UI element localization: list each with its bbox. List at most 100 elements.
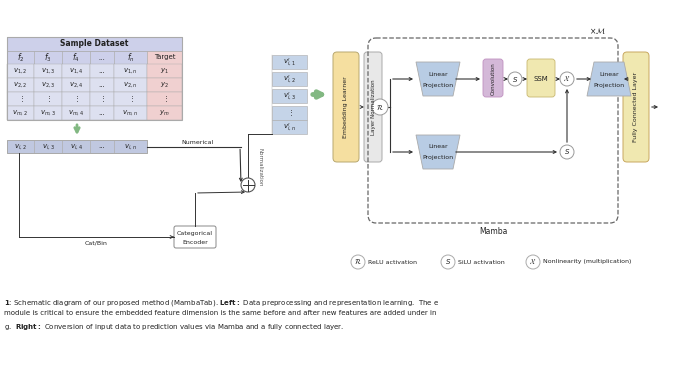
Text: ...: ... [98, 82, 105, 88]
FancyBboxPatch shape [483, 59, 503, 97]
Text: $v^{\prime}_{i,3}$: $v^{\prime}_{i,3}$ [283, 90, 296, 102]
Bar [147, 92, 182, 106]
Bar [114, 140, 147, 153]
Bar [62, 106, 90, 120]
Text: $v^{\prime}_{i,1}$: $v^{\prime}_{i,1}$ [283, 56, 296, 68]
Bar [7, 140, 34, 153]
Text: Projection: Projection [593, 83, 624, 88]
Text: $v_{m,3}$: $v_{m,3}$ [40, 109, 56, 117]
Bar [90, 106, 114, 120]
Text: Convolution: Convolution [490, 62, 496, 95]
Bar [114, 64, 147, 78]
Bar [90, 51, 114, 64]
Text: Numerical: Numerical [182, 140, 214, 145]
Text: $\vdots$: $\vdots$ [73, 94, 79, 104]
Circle shape [508, 72, 522, 86]
Text: Nonlinearity (multiplication): Nonlinearity (multiplication) [543, 259, 631, 264]
Text: $v_{m,2}$: $v_{m,2}$ [12, 109, 28, 117]
Bar [147, 64, 182, 78]
Text: Fully Connected Layer: Fully Connected Layer [633, 72, 639, 142]
FancyBboxPatch shape [174, 226, 216, 248]
Bar [114, 78, 147, 92]
Text: $v^{\prime}_{i,n}$: $v^{\prime}_{i,n}$ [283, 121, 296, 133]
Circle shape [372, 99, 388, 115]
Bar [272, 120, 307, 134]
Text: $\vdots$: $\vdots$ [45, 94, 51, 104]
Circle shape [560, 72, 574, 86]
Bar [7, 37, 182, 120]
Text: $v_{i,n}$: $v_{i,n}$ [124, 142, 137, 151]
Text: $f_3$: $f_3$ [44, 51, 52, 64]
Text: $v_{1,4}$: $v_{1,4}$ [68, 67, 83, 75]
Text: $S$: $S$ [564, 147, 570, 157]
Text: $v_{2,4}$: $v_{2,4}$ [68, 80, 83, 90]
Text: Projection: Projection [422, 83, 454, 88]
Text: $S$: $S$ [445, 258, 451, 266]
Bar [62, 51, 90, 64]
Text: Target: Target [154, 54, 175, 61]
Text: ...: ... [98, 68, 105, 74]
Text: $\mathcal{X}$: $\mathcal{X}$ [530, 258, 536, 266]
Circle shape [526, 255, 540, 269]
Bar [34, 78, 62, 92]
Bar [34, 140, 62, 153]
Bar [7, 106, 34, 120]
Bar [7, 51, 34, 64]
Text: $v_{2,n}$: $v_{2,n}$ [123, 80, 138, 90]
FancyBboxPatch shape [527, 59, 555, 97]
Text: Encoder: Encoder [182, 240, 208, 245]
Polygon shape [587, 62, 631, 96]
Bar [90, 64, 114, 78]
Bar [90, 78, 114, 92]
Text: Linear: Linear [428, 144, 447, 149]
Text: $v^{\prime}_{i,2}$: $v^{\prime}_{i,2}$ [283, 73, 296, 85]
Bar [7, 78, 34, 92]
Text: $v_{2,3}$: $v_{2,3}$ [41, 80, 55, 90]
Bar [147, 78, 182, 92]
Polygon shape [416, 62, 460, 96]
Bar [7, 37, 182, 51]
Text: Normalization: Normalization [258, 148, 262, 186]
Bar [147, 51, 182, 64]
Text: $v_{i,3}$: $v_{i,3}$ [41, 142, 54, 151]
Text: Mamba: Mamba [479, 226, 507, 235]
Bar [34, 92, 62, 106]
Bar [7, 64, 34, 78]
Circle shape [351, 255, 365, 269]
Bar [7, 92, 34, 106]
Bar [114, 92, 147, 106]
Text: $\vdots$: $\vdots$ [99, 94, 105, 104]
Text: Projection: Projection [422, 155, 454, 160]
Bar [7, 140, 147, 153]
Bar [62, 140, 90, 153]
Bar [272, 72, 307, 86]
Bar [114, 106, 147, 120]
Text: $f_2$: $f_2$ [17, 51, 24, 64]
Bar [34, 106, 62, 120]
Text: Sample Dataset: Sample Dataset [60, 40, 129, 48]
Text: ReLU activation: ReLU activation [368, 259, 417, 264]
Text: $y_2$: $y_2$ [160, 80, 169, 90]
Text: $v_{2,2}$: $v_{2,2}$ [14, 80, 28, 90]
FancyBboxPatch shape [364, 52, 382, 162]
Text: $v_{i,4}$: $v_{i,4}$ [70, 142, 83, 151]
Polygon shape [416, 135, 460, 169]
Bar [34, 51, 62, 64]
Bar [34, 64, 62, 78]
Text: $y_1$: $y_1$ [160, 66, 169, 75]
Text: g.  $\bf{Right:}$ Conversion of input data to prediction values via Mamba and a : g. $\bf{Right:}$ Conversion of input dat… [4, 322, 344, 332]
Text: ...: ... [98, 53, 106, 62]
Bar [62, 78, 90, 92]
Bar [62, 64, 90, 78]
Text: Cat/Bin: Cat/Bin [85, 240, 108, 245]
Bar [90, 92, 114, 106]
Text: $\mathcal{R}$: $\mathcal{R}$ [376, 102, 384, 112]
Circle shape [560, 145, 574, 159]
Text: ...: ... [98, 144, 105, 149]
Text: Layer Normalization: Layer Normalization [370, 79, 376, 135]
FancyBboxPatch shape [333, 52, 359, 162]
Circle shape [441, 255, 455, 269]
Text: $\vdots$: $\vdots$ [18, 94, 24, 104]
Text: $\vdots$: $\vdots$ [127, 94, 134, 104]
Text: Categorical: Categorical [177, 231, 213, 235]
